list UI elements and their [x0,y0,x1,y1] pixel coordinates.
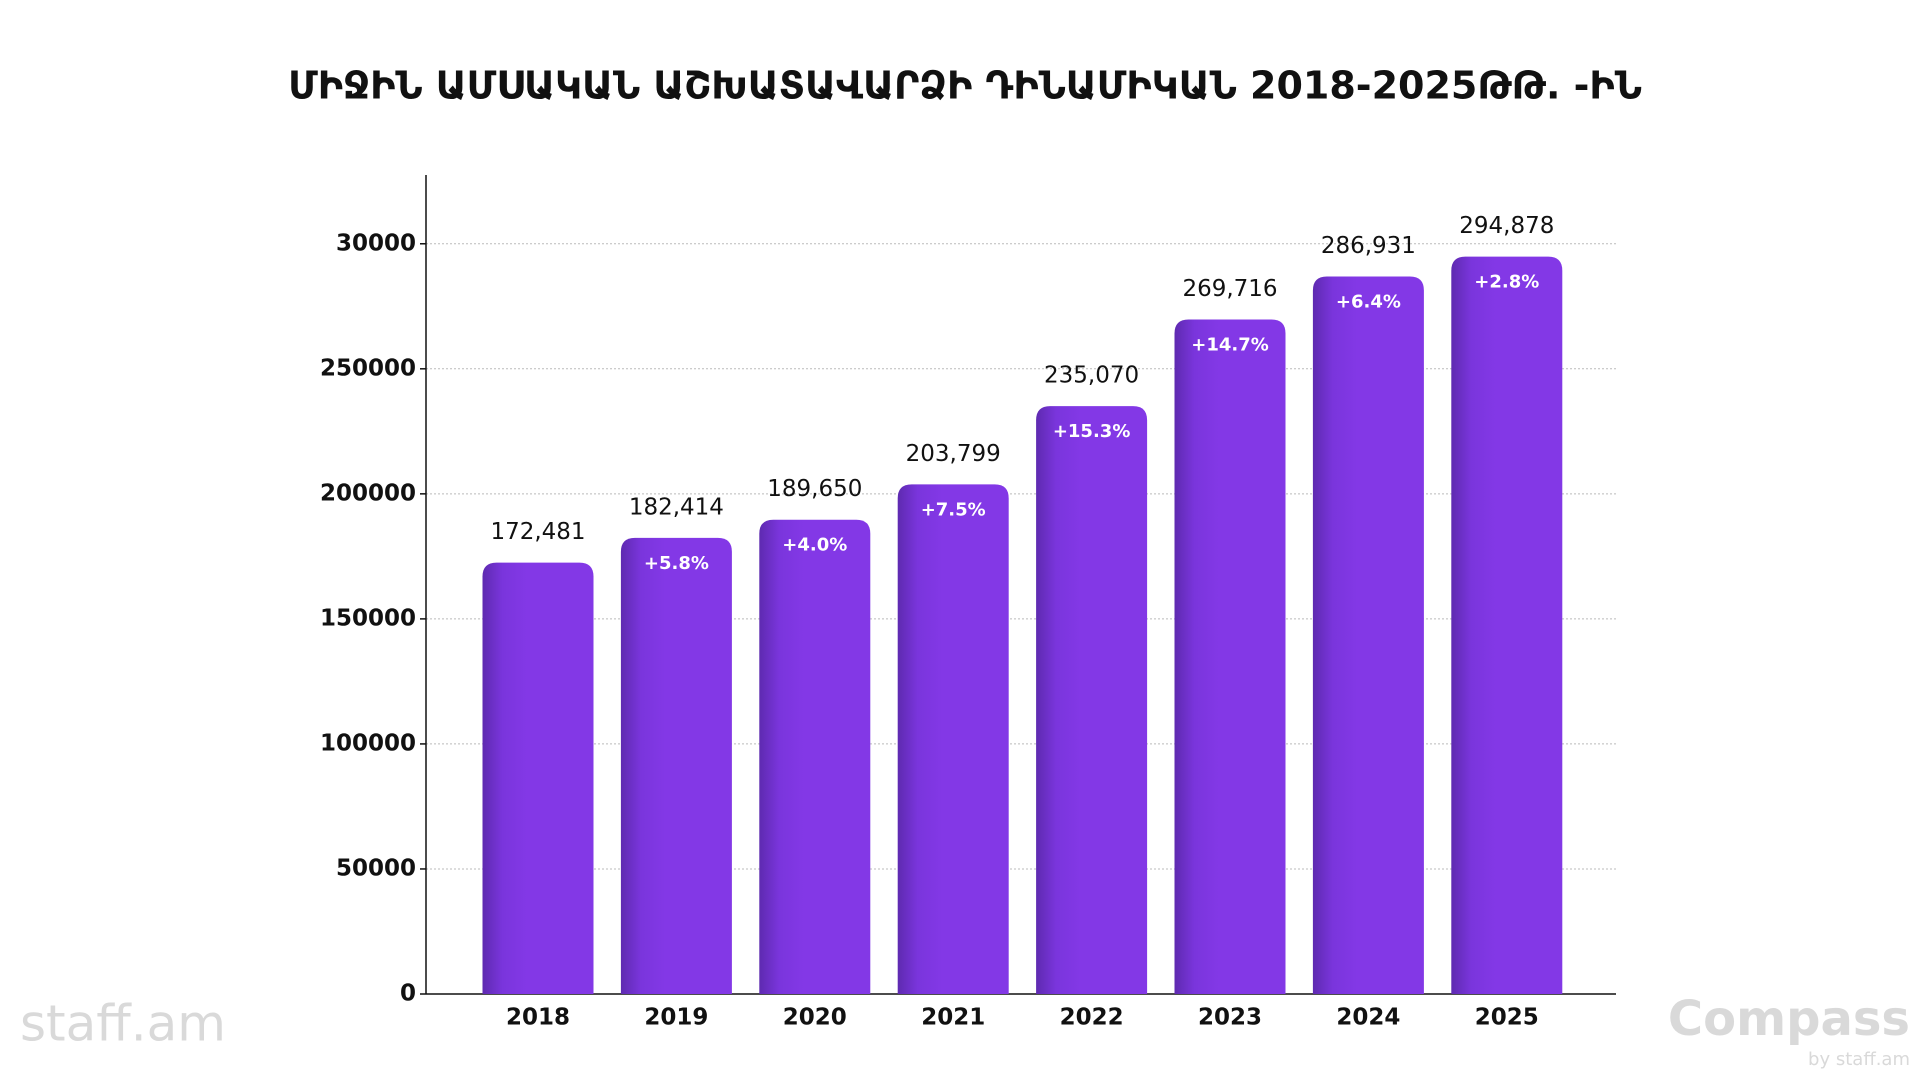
growth-label: +14.7% [1191,335,1269,356]
x-tick-label: 2018 [506,1005,570,1031]
logo-left: staff.am [20,995,226,1053]
value-label: 189,650 [767,476,862,502]
y-tick-label: 200000 [320,480,416,506]
logo-right-sub: by staff.am [1808,1049,1910,1070]
x-tick-label: 2024 [1336,1005,1400,1031]
growth-label: +2.8% [1474,272,1539,293]
value-label: 294,878 [1459,213,1554,239]
bar [1451,256,1563,994]
x-tick-label: 2020 [783,1005,847,1031]
y-tick-label: 250000 [320,355,416,381]
value-label: 203,799 [906,441,1001,467]
value-label: 286,931 [1321,233,1416,259]
value-label: 235,070 [1044,363,1139,389]
x-tick-label: 2021 [921,1005,985,1031]
bar [1312,276,1424,994]
bar [1036,406,1148,994]
y-tick-label: 100000 [320,730,416,756]
growth-label: +15.3% [1053,421,1131,442]
y-tick-label: 30000 [336,230,416,256]
chart-title: ՄԻՋԻՆ ԱՄՍԱԿԱՆ ԱՇԽԱՏԱՎԱՐՁԻ ԴԻՆԱՄԻԿԱՆ 2018… [288,64,1642,108]
value-label: 269,716 [1182,276,1277,302]
x-tick-label: 2019 [644,1005,708,1031]
bar [482,562,594,994]
growth-label: +4.0% [782,535,847,556]
x-tick-label: 2022 [1060,1005,1124,1031]
value-label: 182,414 [629,494,724,520]
bar [620,537,732,994]
x-tick-label: 2023 [1198,1005,1262,1031]
value-label: 172,481 [490,519,585,545]
y-tick-label: 50000 [336,855,416,881]
y-tick-label: 0 [400,981,416,1007]
growth-label: +7.5% [921,499,986,520]
growth-label: +5.8% [644,553,709,574]
bar [759,519,871,994]
x-tick-label: 2025 [1475,1005,1539,1031]
growth-label: +6.4% [1336,291,1401,312]
y-tick-label: 150000 [320,605,416,631]
bar [897,484,1009,994]
logo-right: Compass [1668,991,1910,1047]
bar [1174,319,1286,994]
